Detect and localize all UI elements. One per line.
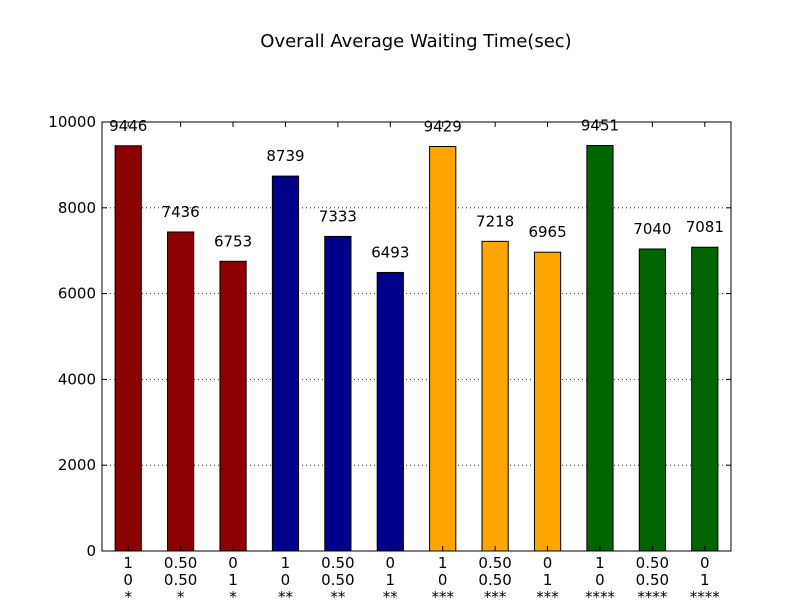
y-tick-label: 8000 <box>58 199 96 217</box>
x-tick-label: 0.50 <box>321 571 354 589</box>
x-tick-label: 1 <box>228 571 238 589</box>
y-tick-label: 4000 <box>58 370 96 388</box>
x-tick-label: **** <box>690 588 721 606</box>
bar <box>324 235 352 552</box>
x-tick-label: 0 <box>438 571 448 589</box>
chart-title: Overall Average Waiting Time(sec) <box>260 31 571 52</box>
x-tick-label: 0.50 <box>478 554 511 572</box>
bars <box>114 145 719 552</box>
x-tick-label: * <box>177 588 185 606</box>
bar <box>638 248 666 552</box>
y-axis: 0 2000 4000 6000 8000 10000 <box>48 113 731 560</box>
bar <box>586 145 614 552</box>
x-tick-label: 0 <box>123 571 133 589</box>
x-tick-label: 0.50 <box>321 554 354 572</box>
bar <box>114 145 142 552</box>
x-tick-label: *** <box>536 588 559 606</box>
bar <box>271 175 300 552</box>
data-label: 7333 <box>319 207 357 225</box>
plot-area <box>101 121 732 552</box>
bar <box>219 260 247 552</box>
x-tick-label: ** <box>330 588 346 606</box>
bar <box>691 246 719 552</box>
data-label: 7436 <box>162 203 200 221</box>
x-tick-label: * <box>124 588 132 606</box>
x-tick-label: 0 <box>386 554 396 572</box>
x-tick-label: 0.50 <box>478 571 511 589</box>
data-labels: 9446743667538739733364939429721869659451… <box>109 117 724 262</box>
bar <box>481 240 509 552</box>
x-tick-label: 0.50 <box>636 554 669 572</box>
y-tick-label: 0 <box>86 542 96 560</box>
x-tick-label: **** <box>585 588 616 606</box>
x-tick-label: 1 <box>595 554 605 572</box>
data-label: 7040 <box>633 220 671 238</box>
x-tick-label: 1 <box>123 554 133 572</box>
x-tick-label: 1 <box>281 554 291 572</box>
y-tick-label: 6000 <box>58 285 96 303</box>
x-tick-label: 0.50 <box>636 571 669 589</box>
bar <box>376 271 404 552</box>
x-tick-label: * <box>229 588 237 606</box>
data-label: 7218 <box>476 212 514 230</box>
bar <box>167 231 195 552</box>
x-tick-label: ** <box>383 588 399 606</box>
x-tick-label: 0 <box>543 554 553 572</box>
x-axis: 10*0.500.50*01*10**0.500.50**01**10***0.… <box>123 122 720 606</box>
x-tick-label: 1 <box>438 554 448 572</box>
data-label: 6753 <box>214 232 252 250</box>
grid-lines <box>102 207 731 466</box>
x-tick-label: *** <box>484 588 507 606</box>
x-tick-label: 1 <box>700 571 710 589</box>
y-tick-label: 10000 <box>48 113 96 131</box>
x-tick-label: 0 <box>700 554 710 572</box>
x-tick-label: 0 <box>281 571 291 589</box>
bar <box>533 251 562 552</box>
data-label: 6965 <box>528 223 566 241</box>
y-tick-label: 2000 <box>58 456 96 474</box>
data-label: 8739 <box>266 147 304 165</box>
x-tick-label: 0 <box>228 554 238 572</box>
data-label: 7081 <box>686 218 724 236</box>
x-tick-label: 0 <box>595 571 605 589</box>
x-tick-label: 1 <box>386 571 396 589</box>
x-tick-label: **** <box>637 588 668 606</box>
x-tick-label: *** <box>431 588 454 606</box>
data-label: 6493 <box>371 243 409 261</box>
x-tick-label: ** <box>278 588 294 606</box>
x-tick-label: 0.50 <box>164 571 197 589</box>
bar <box>429 145 457 552</box>
x-tick-label: 1 <box>543 571 553 589</box>
x-tick-label: 0.50 <box>164 554 197 572</box>
